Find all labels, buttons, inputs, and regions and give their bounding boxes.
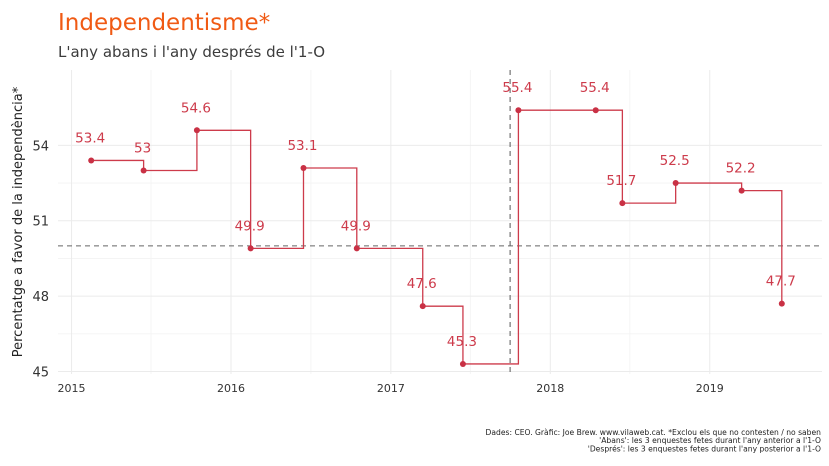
x-tick-label: 2016 (217, 382, 245, 395)
data-point (193, 127, 200, 134)
x-tick-label: 2017 (377, 382, 405, 395)
y-tick-label: 51 (32, 215, 49, 230)
data-series (91, 109, 783, 365)
reference-lines (58, 70, 822, 374)
chart-title: Independentisme* (58, 10, 270, 36)
y-axis-label: Percentatge a favor de la independència* (11, 86, 26, 357)
data-label: 49.9 (341, 218, 371, 234)
data-label: 51.7 (606, 173, 636, 189)
data-label: 47.7 (766, 274, 796, 290)
y-tick-label: 54 (32, 139, 49, 154)
gridlines (58, 70, 822, 374)
data-label: 47.6 (407, 276, 437, 292)
caption-line: 'Abans': les 3 enquestes fetes durant l'… (599, 436, 821, 445)
data-point (419, 303, 426, 310)
data-point (619, 200, 626, 207)
y-axis-ticks: 45 48 51 54 (32, 139, 49, 380)
series-step-line (91, 109, 783, 365)
caption: Dades: CEO. Gràfic: Joe Brew. www.vilawe… (486, 428, 822, 453)
data-point (459, 360, 466, 367)
data-point (738, 187, 745, 194)
y-tick-label: 48 (32, 290, 49, 305)
y-tick-label: 45 (32, 365, 49, 380)
data-label: 53 (134, 140, 151, 156)
data-point (672, 180, 679, 187)
data-point (300, 164, 307, 171)
x-tick-label: 2019 (696, 382, 724, 395)
data-label: 45.3 (447, 334, 477, 350)
data-points (88, 107, 785, 367)
data-label: 49.9 (235, 218, 265, 234)
data-point (353, 245, 360, 252)
caption-line: Dades: CEO. Gràfic: Joe Brew. www.vilawe… (486, 428, 822, 437)
data-point (515, 107, 522, 114)
data-point (592, 107, 599, 114)
data-label: 53.4 (75, 130, 105, 146)
data-label: 55.4 (580, 80, 610, 96)
data-label: 53.1 (287, 138, 317, 154)
data-label: 54.6 (181, 100, 211, 116)
data-point (247, 245, 254, 252)
data-label: 55.4 (502, 80, 532, 96)
data-label: 52.2 (726, 161, 756, 177)
data-label: 52.5 (660, 153, 690, 169)
data-point (778, 300, 785, 307)
x-tick-label: 2015 (58, 382, 86, 395)
x-tick-label: 2018 (536, 382, 564, 395)
data-point (140, 167, 147, 174)
chart-subtitle: L'any abans i l'any després de l'1-O (58, 43, 325, 61)
x-axis-ticks: 2015 2016 2017 2018 2019 (58, 382, 724, 395)
data-point (88, 157, 95, 164)
caption-line: 'Després': les 3 enquestes fetes durant … (588, 444, 821, 453)
data-labels: 53.4 53 54.6 49.9 53.1 49.9 47.6 45.3 55.4 55.4 51… (75, 80, 796, 350)
